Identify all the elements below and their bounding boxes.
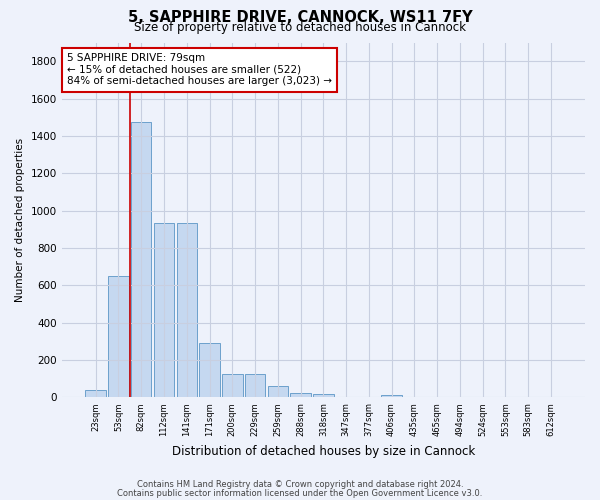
Bar <box>382 394 402 398</box>
Bar <box>154 222 174 398</box>
Bar <box>108 276 129 398</box>
Bar <box>245 374 265 398</box>
Text: Size of property relative to detached houses in Cannock: Size of property relative to detached ho… <box>134 21 466 34</box>
Text: Contains HM Land Registry data © Crown copyright and database right 2024.: Contains HM Land Registry data © Crown c… <box>137 480 463 489</box>
Text: 5, SAPPHIRE DRIVE, CANNOCK, WS11 7FY: 5, SAPPHIRE DRIVE, CANNOCK, WS11 7FY <box>128 10 472 25</box>
Bar <box>222 374 242 398</box>
X-axis label: Distribution of detached houses by size in Cannock: Distribution of detached houses by size … <box>172 444 475 458</box>
Bar <box>313 394 334 398</box>
Text: Contains public sector information licensed under the Open Government Licence v3: Contains public sector information licen… <box>118 488 482 498</box>
Y-axis label: Number of detached properties: Number of detached properties <box>15 138 25 302</box>
Bar <box>176 222 197 398</box>
Bar <box>199 343 220 398</box>
Text: 5 SAPPHIRE DRIVE: 79sqm
← 15% of detached houses are smaller (522)
84% of semi-d: 5 SAPPHIRE DRIVE: 79sqm ← 15% of detache… <box>67 53 332 86</box>
Bar <box>268 386 288 398</box>
Bar <box>131 122 151 398</box>
Bar <box>85 390 106 398</box>
Bar <box>290 392 311 398</box>
